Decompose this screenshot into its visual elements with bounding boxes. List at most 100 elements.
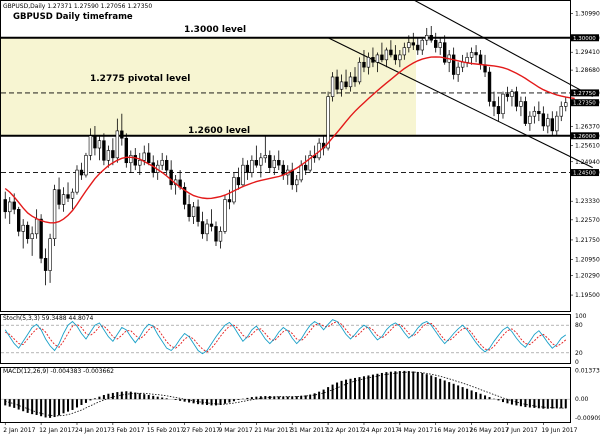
candle-body	[191, 206, 196, 217]
price-tick-label: 1.22570	[575, 217, 600, 224]
candle-body	[371, 57, 375, 63]
date-tick-label: 15 Feb 2017	[147, 427, 185, 434]
candle-body	[277, 159, 281, 166]
candle-body	[555, 115, 559, 132]
price-tick-label: 1.30990	[575, 10, 600, 17]
candle-body	[353, 76, 357, 83]
candle-body	[348, 76, 353, 88]
candle-body	[366, 57, 371, 68]
candle-body	[362, 61, 366, 68]
date-tick-label: 24 Jan 2017	[75, 427, 111, 434]
candle-body	[295, 179, 299, 186]
price-tick-label: 1.29410	[575, 49, 600, 56]
date-tick-label: 12 Jan 2017	[39, 427, 75, 434]
stoch-level-label: 80	[575, 322, 583, 329]
candle-body	[93, 135, 97, 149]
candle-body	[43, 258, 48, 271]
chart-title: GBPUSD Daily timeframe	[13, 12, 133, 22]
candle-body	[138, 159, 142, 166]
candle-body	[241, 164, 245, 186]
candle-body	[88, 135, 93, 156]
candle-body	[227, 199, 232, 203]
stochastic-signal-line	[4, 320, 567, 353]
candle-body	[460, 61, 465, 68]
date-tick-label: 31 Mar 2017	[290, 427, 328, 434]
date-tick-label: 24 Apr 2017	[362, 427, 399, 434]
candle-body	[34, 218, 39, 235]
price-flag-label: 1.27750	[573, 91, 596, 97]
candle-body	[52, 189, 57, 240]
candle-body	[335, 76, 339, 90]
candle-body	[537, 110, 541, 115]
candle-body	[389, 49, 393, 56]
candle-body	[299, 164, 303, 181]
candle-body	[478, 54, 483, 66]
price-tick-label: 1.28680	[575, 67, 600, 74]
price-flag	[571, 169, 599, 177]
candle-body	[420, 39, 424, 51]
candle-body	[402, 47, 407, 56]
macd-pane-frame	[0, 367, 571, 423]
date-tick-label: 27 Feb 2017	[183, 427, 221, 434]
channel-upper-line	[412, 0, 593, 98]
candle-body	[357, 61, 362, 83]
candle-body	[196, 206, 200, 222]
candle-body	[380, 54, 384, 61]
candle-body	[209, 223, 214, 227]
candle-body	[474, 52, 478, 56]
candle-body	[456, 66, 460, 75]
candle-body	[129, 155, 133, 164]
date-tick-label: 7 Jun 2017	[505, 427, 537, 434]
candle-body	[205, 223, 209, 235]
candle-body	[326, 96, 330, 149]
date-tick-label: 16 May 2017	[434, 427, 473, 434]
candle-body	[550, 118, 554, 132]
price-tick-label: 1.20290	[575, 273, 600, 280]
candle-body	[187, 204, 191, 217]
macd-tick-label: -0.00909	[575, 415, 600, 422]
stochastic-main-line	[4, 319, 567, 355]
candle-body	[223, 199, 227, 232]
price-tick-label: 1.21750	[575, 237, 600, 244]
candle-body	[48, 238, 52, 271]
price-flag-label: 1.26000	[573, 134, 596, 140]
candle-body	[245, 164, 250, 173]
candle-body	[344, 81, 348, 88]
candle-body	[75, 169, 79, 193]
price-tick-label: 1.26370	[575, 124, 600, 131]
candle-body	[236, 177, 241, 186]
candle-body	[268, 155, 272, 168]
candle-body	[142, 152, 146, 161]
candle-body	[514, 91, 519, 107]
price-flag-label: 1.30000	[573, 36, 596, 42]
macd-tick-label: 0.013734	[575, 368, 600, 375]
candle-body	[182, 186, 187, 205]
candle-body	[465, 57, 469, 63]
candle-body	[416, 44, 420, 51]
price-pane: GBPUSD,Daily 1.27371 1.27590 1.27056 1.2…	[0, 0, 593, 312]
candle-body	[160, 159, 164, 166]
candle-body	[505, 93, 510, 97]
date-tick-label: 9 Mar 2017	[218, 427, 252, 434]
candle-body	[106, 150, 111, 161]
candle-body	[8, 201, 12, 213]
date-tick-label: 26 May 2017	[470, 427, 509, 434]
price-tick-label: 1.20950	[575, 257, 600, 264]
level-3-label: 1.2600 level	[188, 126, 250, 136]
candle-body	[559, 106, 563, 117]
candle-body	[17, 209, 21, 232]
candle-body	[79, 169, 84, 176]
stochastic-levels: 100 80 20 0	[1, 313, 587, 366]
pivot-zone-highlight	[1, 37, 416, 136]
candle-body	[308, 155, 312, 171]
macd-histogram	[4, 370, 567, 418]
candle-body	[407, 42, 411, 48]
price-flag-label: 1.24500	[573, 171, 596, 177]
candle-body	[451, 54, 456, 75]
candle-body	[218, 231, 223, 242]
price-axis: 1.30990 1.30000 1.29410 1.28680 1.27750 1.273…	[570, 10, 600, 299]
candle-body	[30, 233, 34, 240]
candle-body	[147, 152, 151, 164]
candle-body	[120, 130, 124, 139]
